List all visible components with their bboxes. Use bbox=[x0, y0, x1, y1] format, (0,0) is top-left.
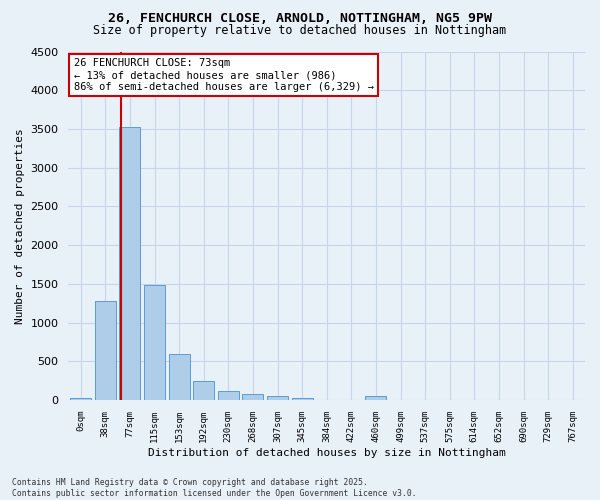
Bar bbox=[193, 382, 214, 400]
Bar bbox=[95, 301, 116, 400]
Bar bbox=[169, 354, 190, 400]
Bar bbox=[292, 398, 313, 400]
Bar bbox=[365, 396, 386, 400]
Bar bbox=[144, 284, 165, 400]
Text: 26 FENCHURCH CLOSE: 73sqm
← 13% of detached houses are smaller (986)
86% of semi: 26 FENCHURCH CLOSE: 73sqm ← 13% of detac… bbox=[74, 58, 374, 92]
Text: Contains HM Land Registry data © Crown copyright and database right 2025.
Contai: Contains HM Land Registry data © Crown c… bbox=[12, 478, 416, 498]
Bar bbox=[218, 391, 239, 400]
Text: 26, FENCHURCH CLOSE, ARNOLD, NOTTINGHAM, NG5 9PW: 26, FENCHURCH CLOSE, ARNOLD, NOTTINGHAM,… bbox=[108, 12, 492, 26]
Bar bbox=[242, 394, 263, 400]
X-axis label: Distribution of detached houses by size in Nottingham: Distribution of detached houses by size … bbox=[148, 448, 506, 458]
Bar bbox=[267, 396, 288, 400]
Text: Size of property relative to detached houses in Nottingham: Size of property relative to detached ho… bbox=[94, 24, 506, 37]
Bar bbox=[119, 126, 140, 400]
Bar bbox=[70, 398, 91, 400]
Y-axis label: Number of detached properties: Number of detached properties bbox=[15, 128, 25, 324]
